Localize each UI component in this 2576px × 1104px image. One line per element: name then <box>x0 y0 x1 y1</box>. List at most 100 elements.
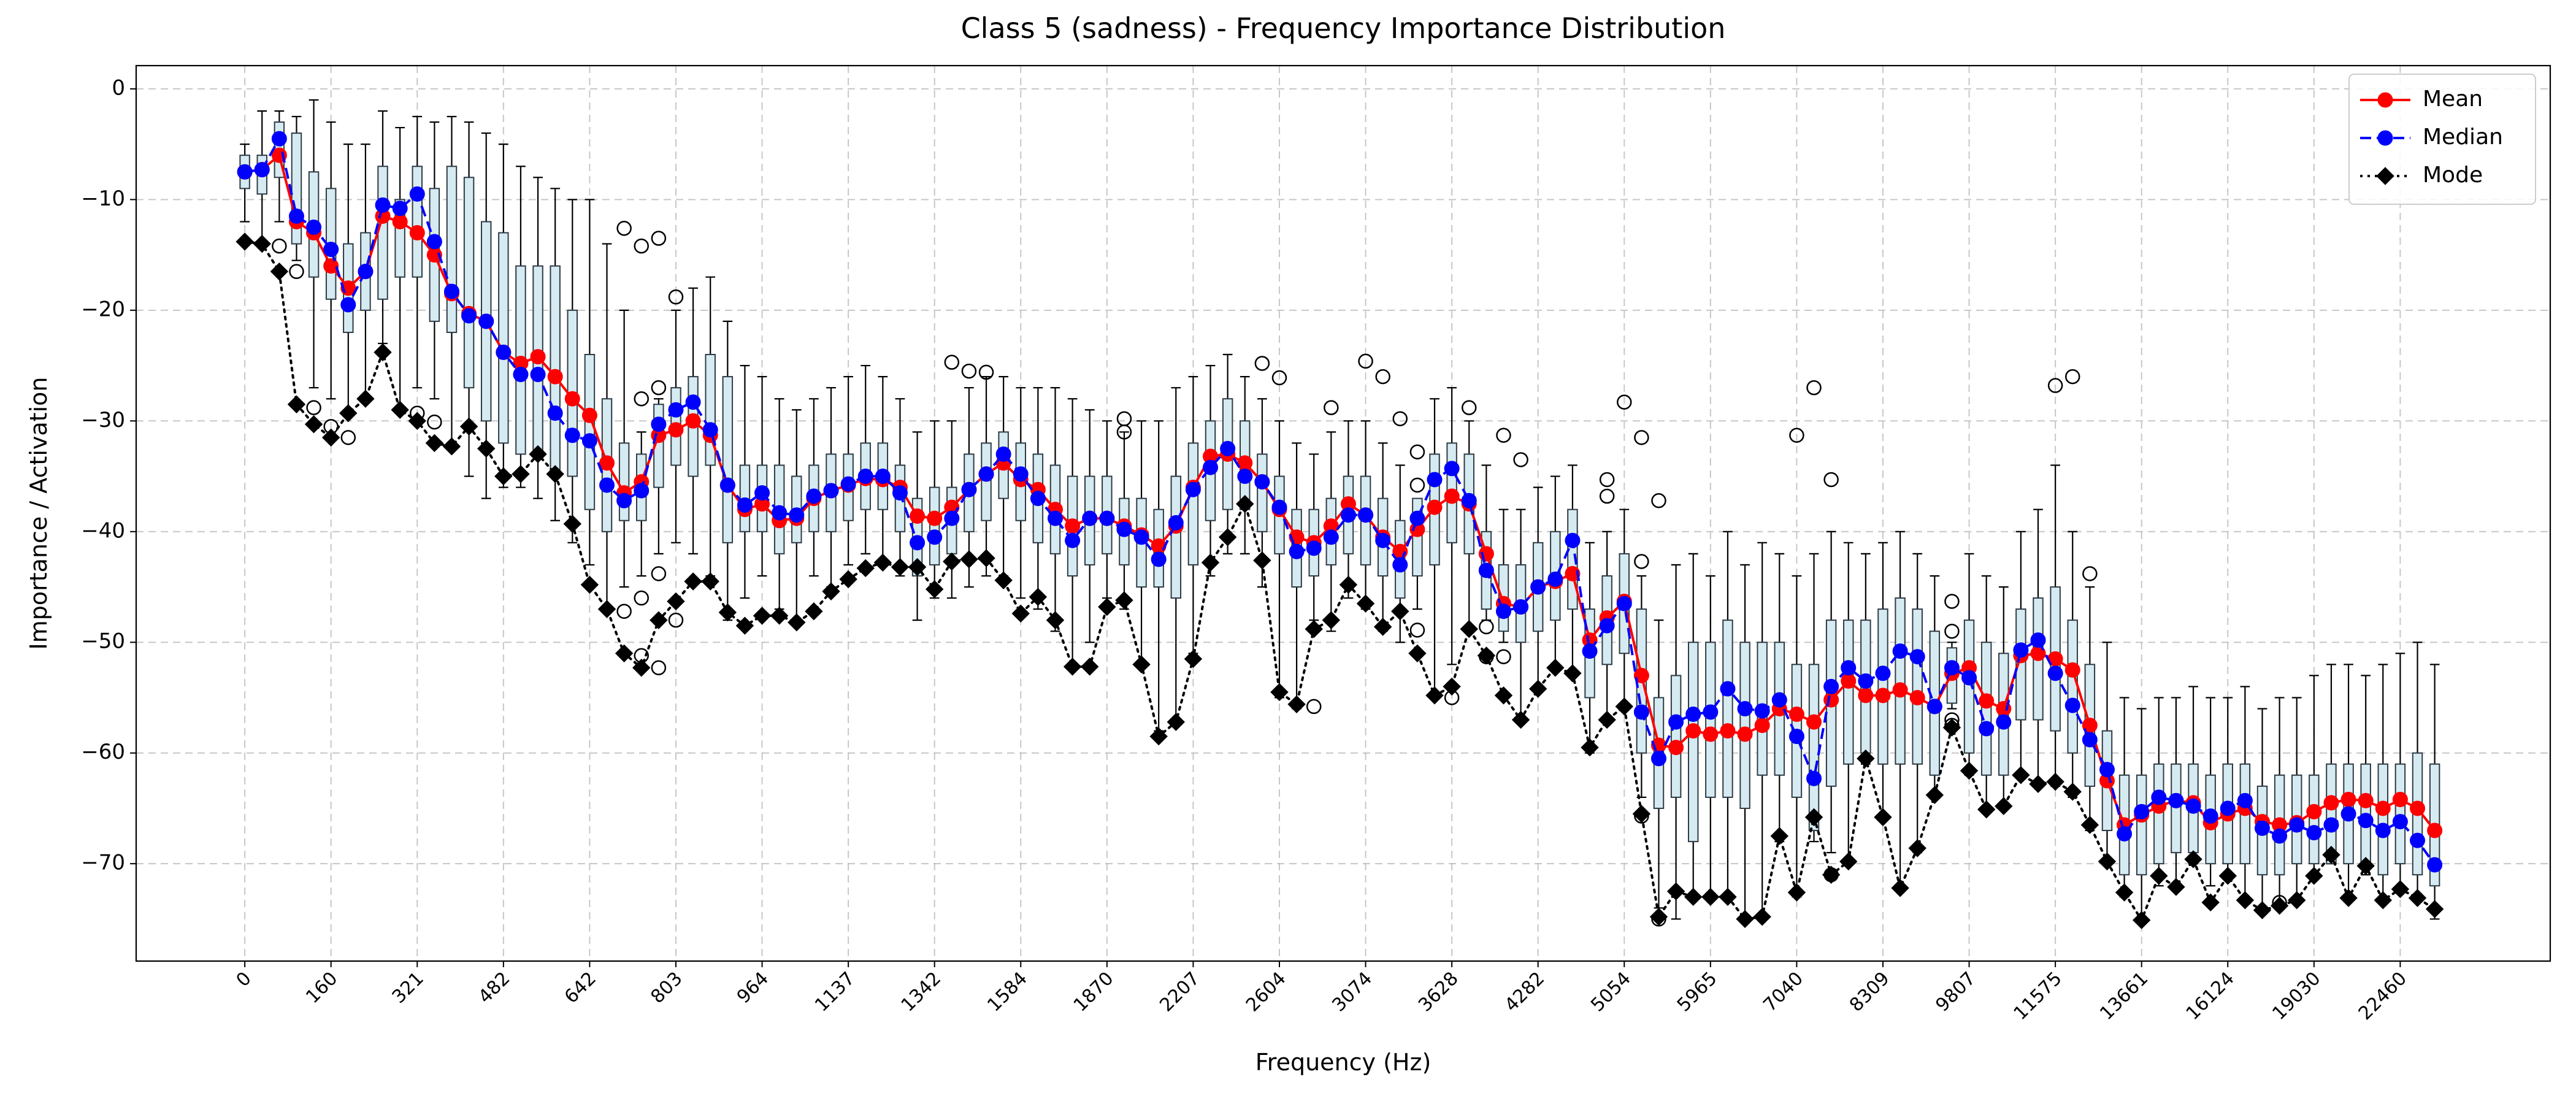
marker-diamond <box>1839 852 1858 871</box>
marker-diamond <box>994 571 1013 589</box>
marker-circle <box>358 264 374 280</box>
marker-diamond <box>339 404 358 423</box>
marker-circle <box>1788 707 1804 723</box>
marker-diamond <box>1046 611 1065 629</box>
marker-circle <box>1771 692 1787 708</box>
marker-circle <box>875 469 891 485</box>
marker-circle <box>1788 729 1804 745</box>
marker-diamond <box>2270 897 2289 915</box>
marker-diamond <box>632 659 651 677</box>
box <box>1739 642 1750 809</box>
marker-circle <box>1909 689 1925 705</box>
marker-circle <box>443 283 459 299</box>
outlier <box>1944 623 1960 639</box>
marker-diamond <box>2236 891 2255 910</box>
marker-circle <box>1996 714 2012 730</box>
marker-diamond <box>356 389 375 408</box>
marker-diamond <box>2201 893 2220 912</box>
marker-circle <box>1427 472 1443 488</box>
marker-circle <box>1203 459 1219 475</box>
outlier <box>1634 554 1649 569</box>
box <box>1912 608 1923 765</box>
marker-diamond <box>374 343 392 362</box>
marker-diamond <box>822 582 840 600</box>
marker-circle <box>530 349 546 365</box>
outlier <box>668 612 684 628</box>
box <box>1705 642 1716 798</box>
marker-circle <box>1823 678 1839 694</box>
marker-circle <box>668 402 684 418</box>
outlier <box>1375 369 1390 385</box>
box <box>1895 597 1906 765</box>
marker-circle <box>1961 670 1977 686</box>
marker-circle <box>271 131 287 147</box>
marker-diamond <box>650 611 668 629</box>
marker-diamond <box>1167 713 1185 731</box>
marker-circle <box>2030 632 2046 648</box>
box <box>1687 642 1699 843</box>
marker-circle <box>978 466 994 482</box>
x-axis-label: Frequency (Hz) <box>1255 1049 1432 1076</box>
marker-diamond <box>788 613 806 632</box>
marker-diamond <box>1115 591 1133 610</box>
marker-diamond <box>1253 551 1271 570</box>
marker-circle <box>892 485 908 501</box>
legend-label: Mean <box>2423 86 2483 112</box>
box <box>2153 763 2164 865</box>
marker-diamond <box>1287 695 1306 714</box>
box <box>2309 774 2320 865</box>
outlier <box>1806 380 1822 396</box>
marker-diamond <box>1736 910 1754 929</box>
marker-diamond <box>1753 908 1771 926</box>
marker-circle <box>2272 828 2288 844</box>
marker-circle <box>2377 92 2393 108</box>
marker-circle <box>1806 714 1822 730</box>
outlier <box>668 289 684 305</box>
box <box>1963 619 1975 754</box>
marker-diamond <box>2115 883 2134 902</box>
marker-circle <box>668 422 684 438</box>
marker-diamond <box>1081 657 1099 676</box>
marker-diamond <box>1236 494 1254 513</box>
marker-circle <box>547 405 563 421</box>
marker-circle <box>2340 792 2356 808</box>
marker-circle <box>1530 579 1546 595</box>
marker-diamond <box>1995 797 2013 816</box>
marker-circle <box>2047 665 2063 681</box>
marker-circle <box>651 416 667 432</box>
marker-circle <box>719 477 735 493</box>
marker-circle <box>1323 529 1339 545</box>
marker-circle <box>1237 469 1253 485</box>
box <box>463 177 475 389</box>
outlier <box>1409 623 1425 638</box>
marker-diamond <box>2150 867 2168 885</box>
outlier <box>306 400 321 415</box>
legend-label: Median <box>2423 125 2503 150</box>
marker-diamond <box>2167 878 2185 896</box>
y-tick-label: −10 <box>81 186 125 211</box>
marker-circle <box>1720 681 1736 697</box>
marker-diamond <box>304 415 323 434</box>
marker-diamond <box>1443 677 1461 696</box>
marker-diamond <box>408 412 426 431</box>
y-tick-label: −40 <box>81 518 125 543</box>
box <box>2377 763 2389 876</box>
marker-circle <box>2410 832 2426 848</box>
marker-circle <box>1358 507 1374 523</box>
outlier <box>1392 411 1408 426</box>
marker-diamond <box>1425 686 1444 705</box>
marker-diamond <box>1770 827 1788 845</box>
marker-circle <box>702 422 718 438</box>
marker-diamond <box>770 607 789 625</box>
outlier <box>1944 594 1960 609</box>
marker-circle <box>2151 789 2167 805</box>
marker-diamond <box>2376 167 2394 185</box>
outlier <box>616 604 632 619</box>
marker-diamond <box>2046 772 2064 791</box>
box <box>1843 619 1854 765</box>
outlier <box>1513 452 1528 467</box>
box <box>981 442 992 521</box>
marker-diamond <box>943 552 961 571</box>
marker-diamond <box>2374 891 2392 910</box>
outlier <box>1409 477 1425 493</box>
